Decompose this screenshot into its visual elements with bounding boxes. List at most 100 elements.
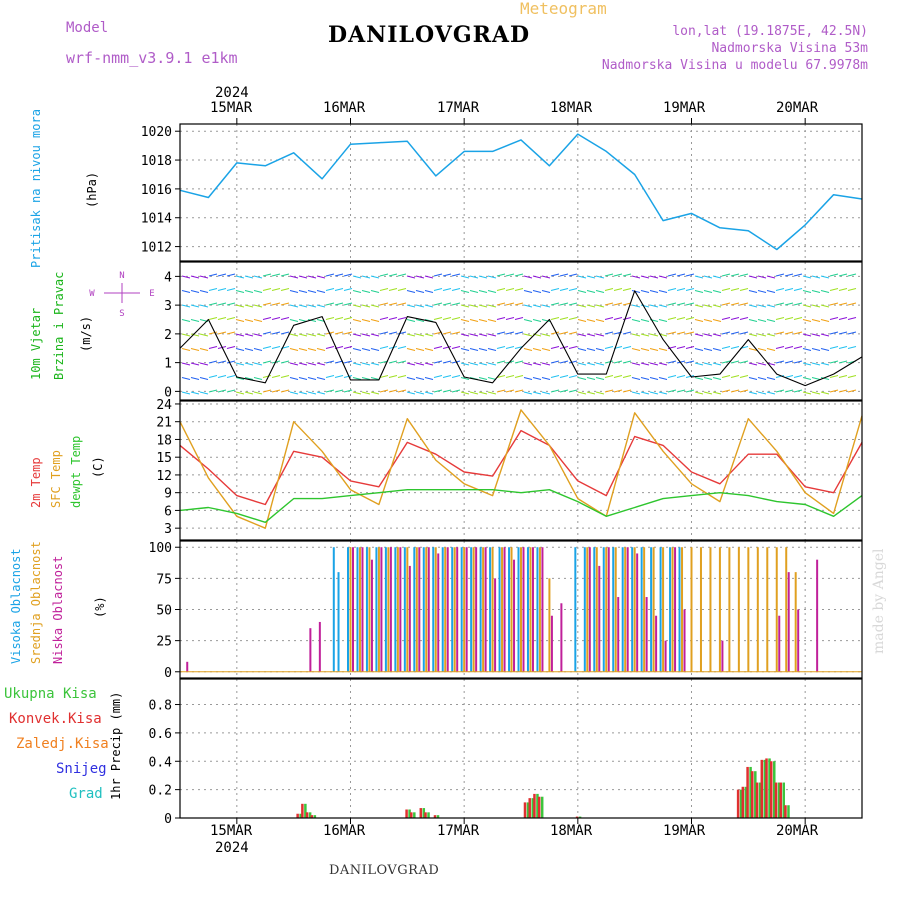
wind-arrow <box>397 317 407 320</box>
elevation: Nadmorska Visina 53m <box>711 41 868 56</box>
wind-arrow <box>802 391 812 395</box>
wind-arrow <box>460 319 470 322</box>
cloud-bar <box>650 547 653 672</box>
wind-arrow <box>307 348 317 351</box>
wind-arrow <box>487 333 497 337</box>
wind-arrow <box>244 319 254 322</box>
cloud-bar <box>560 603 563 672</box>
precip-tick-label: 0.2 <box>149 784 172 799</box>
wind-arrow <box>451 389 461 393</box>
wind-arrow <box>667 375 677 378</box>
wind-arrow <box>505 302 515 306</box>
wind-arrow <box>541 290 551 293</box>
wind-arrow <box>208 302 218 306</box>
pressure-frame <box>179 123 863 262</box>
precip-bar <box>751 771 754 818</box>
wind-arrow <box>487 304 497 308</box>
wind-arrow <box>208 346 218 349</box>
cloud-bar <box>612 547 615 672</box>
wind-arrow <box>793 346 803 349</box>
cloud-bar <box>365 547 368 672</box>
wind-arrow <box>289 290 299 293</box>
wind-arrow <box>649 362 659 366</box>
wind-arrow <box>388 389 398 393</box>
day-label-bottom-4: 19MAR <box>663 823 706 839</box>
wind-arrow <box>613 302 623 306</box>
wind-arrow <box>469 348 479 351</box>
wind-arrow <box>514 288 524 291</box>
wind-arrow <box>802 304 812 308</box>
wind-arrow <box>199 377 209 380</box>
cloud-bar <box>347 547 349 672</box>
wind-arrow <box>289 391 299 395</box>
wind-arrow <box>658 348 668 351</box>
year-label-bottom: 2024 <box>215 840 249 856</box>
cloud-bar <box>640 547 643 672</box>
legend-snow: Snijeg <box>56 761 107 777</box>
wind-arrow <box>559 273 569 277</box>
precip-bar <box>419 808 423 818</box>
cloud-bar <box>403 547 406 672</box>
wind-arrow <box>361 275 371 279</box>
wind-arrow <box>181 290 191 293</box>
wind-arrow <box>802 333 812 337</box>
wind-arrow <box>298 333 308 337</box>
model-label: Model <box>66 20 109 36</box>
cloud-bar <box>470 547 473 672</box>
wind-arrow <box>379 273 389 277</box>
day-label-top-2: 17MAR <box>437 100 480 116</box>
wind-arrow <box>199 348 209 351</box>
wind-arrow <box>190 333 200 337</box>
wind-arrow <box>793 288 803 291</box>
cloud-bar <box>375 547 378 672</box>
wind-arrow <box>748 362 758 366</box>
cloud-bar <box>797 609 800 672</box>
wind-arrow <box>595 275 605 279</box>
wind-arrow <box>676 346 686 349</box>
wind-arrow <box>766 304 776 308</box>
cloud-bar <box>588 547 591 672</box>
wind-arrow <box>559 389 569 393</box>
wind-arrow <box>766 275 776 279</box>
pressure-tick-label: 1020 <box>141 125 172 140</box>
wind-arrow <box>523 290 533 293</box>
wind-arrow <box>829 288 839 291</box>
cloud-bar <box>531 547 534 672</box>
wind-arrow <box>658 275 668 279</box>
wind-arrow <box>739 273 749 277</box>
wind-arrow <box>604 346 614 349</box>
wind-arrow <box>190 290 200 293</box>
wind-arrow <box>748 290 758 293</box>
wind-arrow <box>235 290 245 293</box>
wind-arrow <box>514 375 524 378</box>
wind-arrow <box>766 377 776 380</box>
cloud-tick-label: 75 <box>156 572 172 587</box>
wind-arrow <box>190 275 200 279</box>
wind-arrow <box>352 319 362 322</box>
wind-arrow <box>568 375 578 378</box>
precip-bar <box>540 796 544 818</box>
wind-arrow <box>586 275 596 279</box>
wind-arrow <box>199 275 209 279</box>
wind-arrow <box>721 360 731 364</box>
wind-arrow <box>559 302 569 306</box>
cloud-bar <box>479 547 482 672</box>
precip-bar <box>436 815 440 818</box>
wind-arrow <box>550 360 560 364</box>
cloud-bar <box>494 578 497 672</box>
wind-arrow <box>694 391 704 395</box>
wind-arrow <box>658 362 668 366</box>
wind-arrow <box>622 302 632 306</box>
cloud-bar <box>482 547 485 672</box>
wind-arrow <box>721 331 731 335</box>
wind-arrow <box>343 273 353 277</box>
wind-arrow <box>379 331 389 335</box>
wind-arrow <box>226 389 236 393</box>
wind-arrow <box>487 275 497 279</box>
wind-arrow <box>361 304 371 308</box>
wind-arrow <box>532 362 542 366</box>
wind-arrow <box>469 362 479 366</box>
precip-bar <box>741 786 745 818</box>
pressure-tick-label: 1014 <box>141 212 172 227</box>
